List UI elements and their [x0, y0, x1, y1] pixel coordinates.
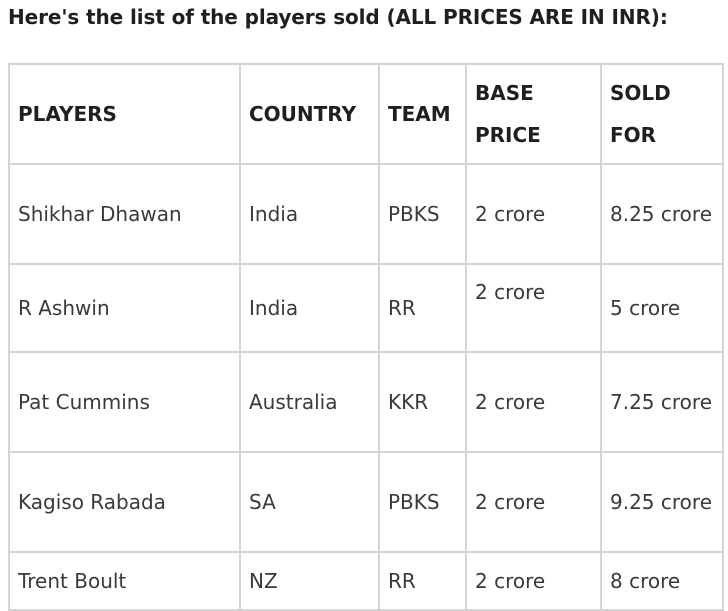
cell-player: Shikhar Dhawan [8, 163, 241, 265]
table-row: Pat Cummins Australia KKR 2 crore 7.25 c… [8, 351, 724, 453]
page-heading: Here's the list of the players sold (ALL… [8, 5, 668, 29]
cell-base-price: 2 crore [465, 263, 602, 353]
cell-sold-for: 8.25 crore [600, 163, 724, 265]
cell-sold-for: 8 crore [600, 551, 724, 611]
players-sold-table: PLAYERS COUNTRY TEAM BASE PRICE SOLD FOR… [8, 63, 724, 611]
cell-country: SA [239, 451, 380, 553]
cell-player: R Ashwin [8, 263, 241, 353]
cell-country: NZ [239, 551, 380, 611]
cell-sold-for: 9.25 crore [600, 451, 724, 553]
cell-team: RR [378, 263, 467, 353]
cell-sold-for: 7.25 crore [600, 351, 724, 453]
header-base-price: BASE PRICE [465, 63, 602, 165]
header-players: PLAYERS [8, 63, 241, 165]
table-header-row: PLAYERS COUNTRY TEAM BASE PRICE SOLD FOR [8, 63, 724, 165]
cell-player: Kagiso Rabada [8, 451, 241, 553]
table-row: Shikhar Dhawan India PBKS 2 crore 8.25 c… [8, 163, 724, 265]
cell-team: KKR [378, 351, 467, 453]
cell-team: RR [378, 551, 467, 611]
header-sold-for: SOLD FOR [600, 63, 724, 165]
header-team: TEAM [378, 63, 467, 165]
cell-player: Trent Boult [8, 551, 241, 611]
header-country: COUNTRY [239, 63, 380, 165]
cell-sold-for: 5 crore [600, 263, 724, 353]
cell-base-price: 2 crore [465, 451, 602, 553]
cell-team: PBKS [378, 163, 467, 265]
cell-country: India [239, 163, 380, 265]
cell-team: PBKS [378, 451, 467, 553]
cell-base-price: 2 crore [465, 163, 602, 265]
table-row: Trent Boult NZ RR 2 crore 8 crore [8, 551, 724, 611]
table-row: R Ashwin India RR 2 crore 5 crore [8, 263, 724, 353]
cell-country: Australia [239, 351, 380, 453]
cell-base-price: 2 crore [465, 351, 602, 453]
cell-country: India [239, 263, 380, 353]
cell-player: Pat Cummins [8, 351, 241, 453]
table-row: Kagiso Rabada SA PBKS 2 crore 9.25 crore [8, 451, 724, 553]
cell-base-price: 2 crore [465, 551, 602, 611]
